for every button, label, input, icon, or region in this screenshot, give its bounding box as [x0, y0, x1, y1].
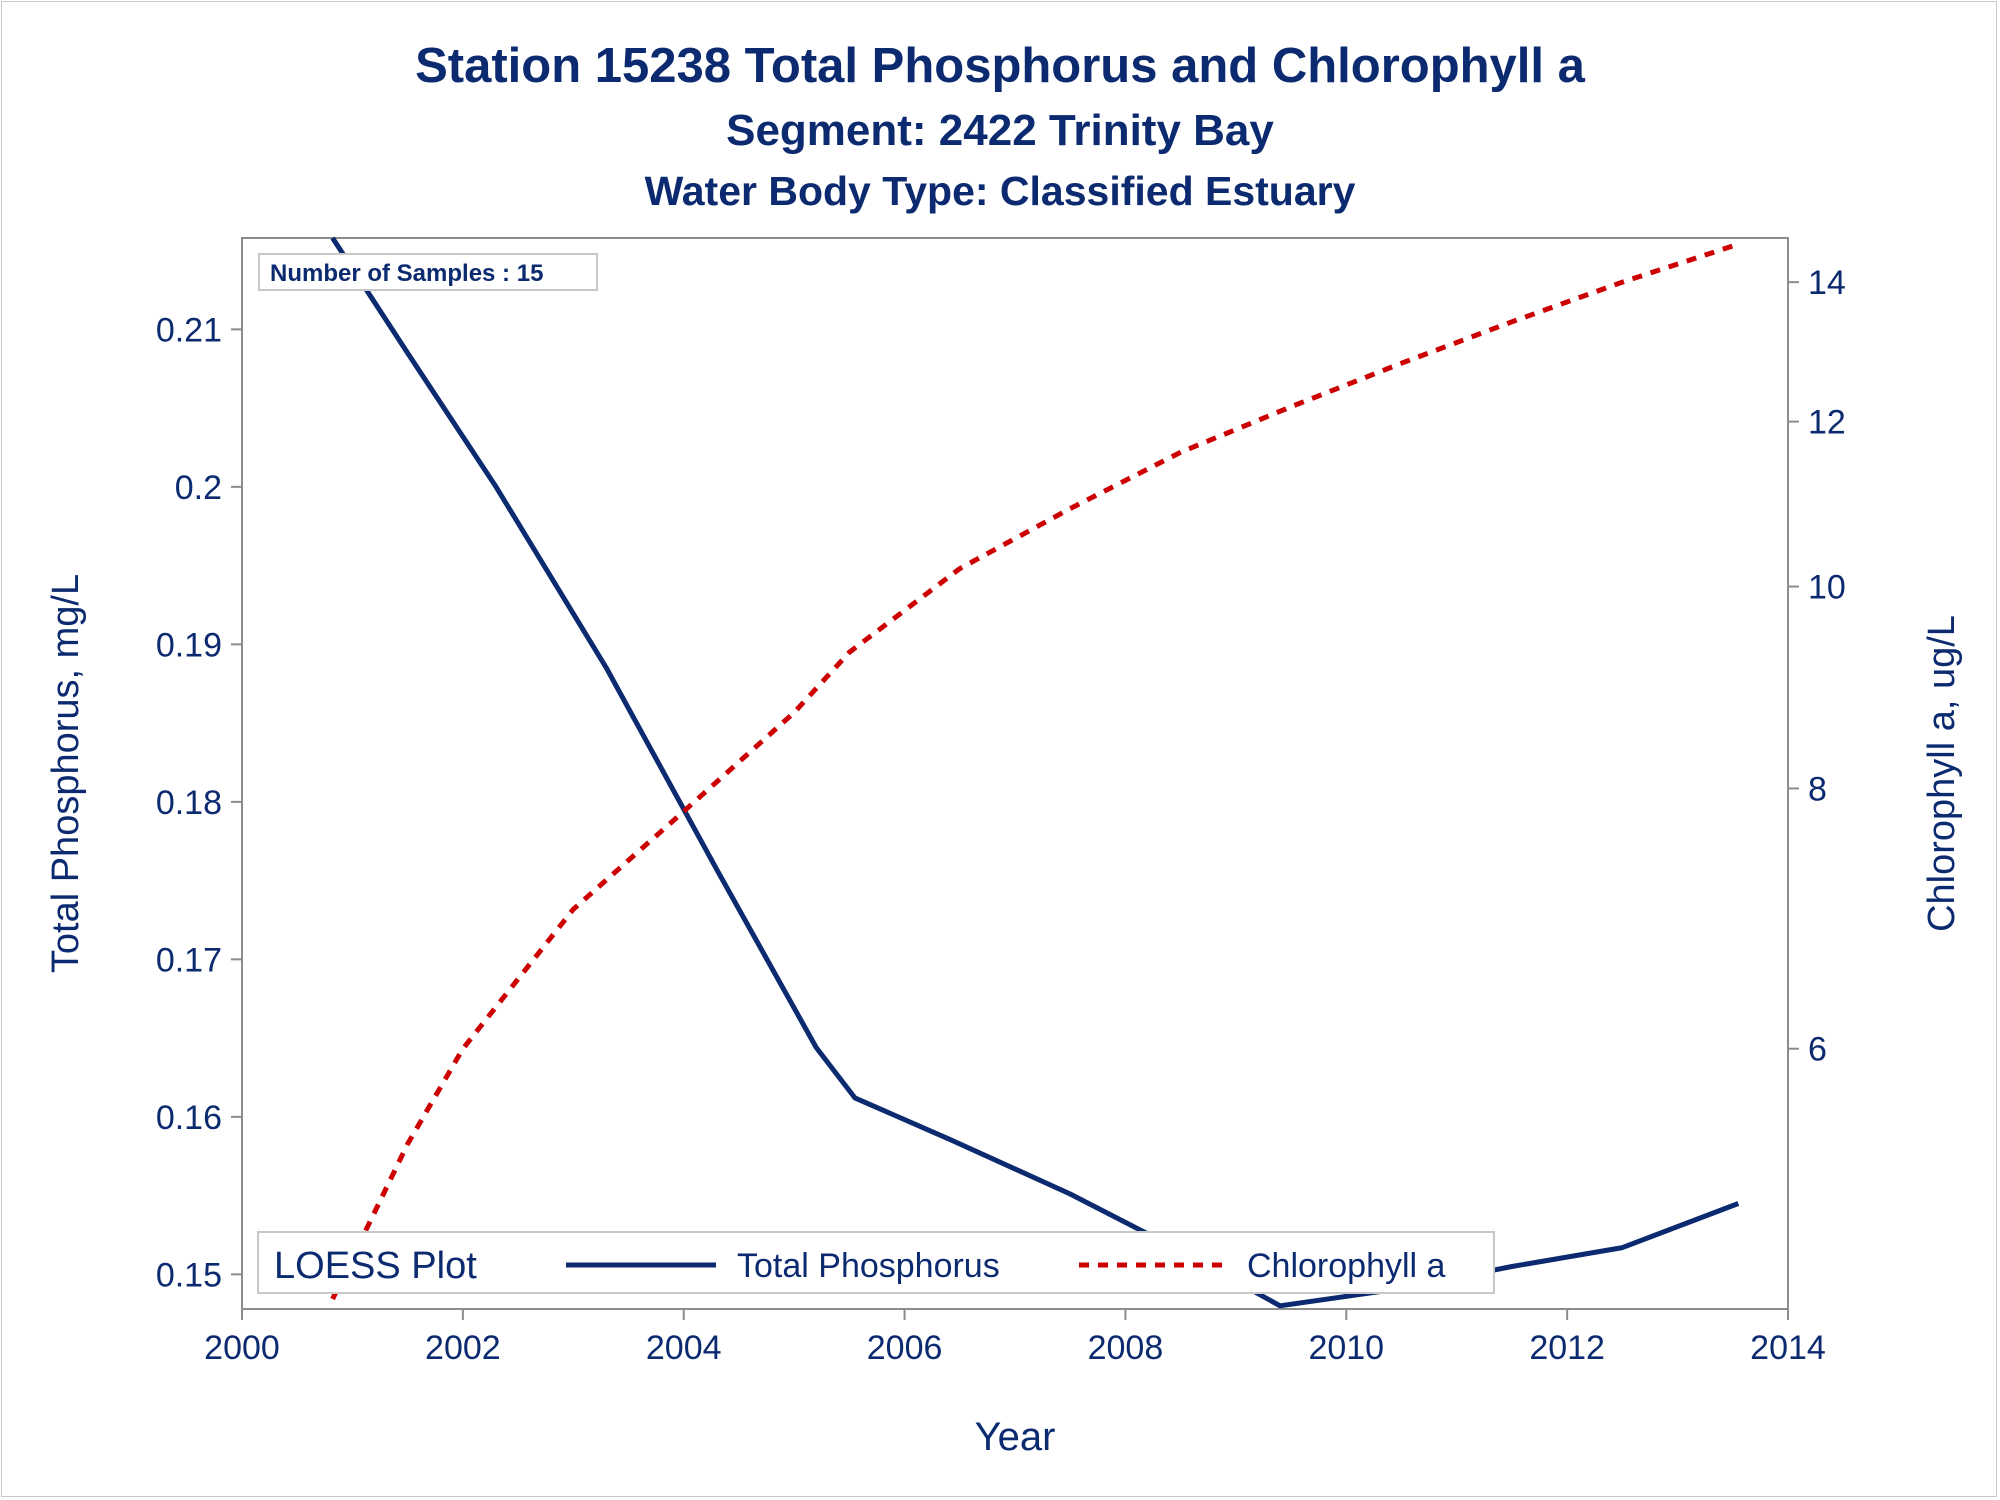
x-tick-label: 2000	[204, 1329, 280, 1367]
x-tick-label: 2006	[867, 1329, 943, 1367]
x-tick-label: 2002	[425, 1329, 501, 1367]
chart-subtitle-segment: Segment: 2422 Trinity Bay	[726, 106, 1274, 155]
y-axis-right: 6 8 10 12 14	[1788, 264, 1846, 1069]
legend-title: LOESS Plot	[274, 1245, 477, 1287]
y2-tick-label: 6	[1808, 1031, 1827, 1069]
y2-tick-label: 14	[1808, 264, 1846, 302]
sample-count-box: Number of Samples : 15	[258, 253, 598, 291]
legend: LOESS Plot Total Phosphorus Chlorophyll …	[257, 1231, 1495, 1294]
x-tick-label: 2012	[1529, 1329, 1605, 1367]
y-tick-label: 0.15	[156, 1256, 222, 1294]
chart-subtitle-water-body: Water Body Type: Classified Estuary	[644, 168, 1356, 214]
legend-label-total-phosphorus: Total Phosphorus	[737, 1247, 1000, 1285]
x-axis: 2000 2002 2004 2006 2008 2010 2012 2014	[204, 1309, 1826, 1367]
y-axis-label-left: Total Phosphorus, mg/L	[45, 574, 87, 973]
legend-label-chlorophyll: Chlorophyll a	[1247, 1247, 1446, 1285]
y2-tick-label: 12	[1808, 404, 1846, 442]
x-tick-label: 2004	[646, 1329, 722, 1367]
x-tick-label: 2008	[1088, 1329, 1164, 1367]
sample-count-border	[258, 253, 598, 291]
y-tick-label: 0.16	[156, 1099, 222, 1137]
series-layer	[330, 236, 1740, 1309]
chart-title: Station 15238 Total Phosphorus and Chlor…	[415, 39, 1585, 93]
y-tick-label: 0.18	[156, 784, 222, 822]
sample-count-label: Number of Samples : 15	[270, 260, 543, 287]
y-tick-label: 0.2	[175, 469, 222, 507]
y-axis-left: 0.15 0.16 0.17 0.18 0.19 0.2 0.21	[156, 311, 242, 1294]
y-axis-label-right: Chlorophyll a, ug/L	[1921, 615, 1963, 932]
x-tick-label: 2010	[1308, 1329, 1384, 1367]
x-tick-label: 2014	[1750, 1329, 1826, 1367]
y-tick-label: 0.17	[156, 941, 222, 979]
x-axis-label: Year	[975, 1415, 1056, 1459]
legend-border	[257, 1231, 1495, 1294]
y2-tick-label: 10	[1808, 569, 1846, 607]
y-tick-label: 0.21	[156, 311, 222, 349]
series-line-total-phosphorus	[330, 236, 1740, 1309]
series-line-chlorophyll	[330, 241, 1740, 1301]
plot-area	[241, 237, 1789, 1310]
y-tick-label: 0.19	[156, 626, 222, 664]
y2-tick-label: 8	[1808, 770, 1827, 808]
